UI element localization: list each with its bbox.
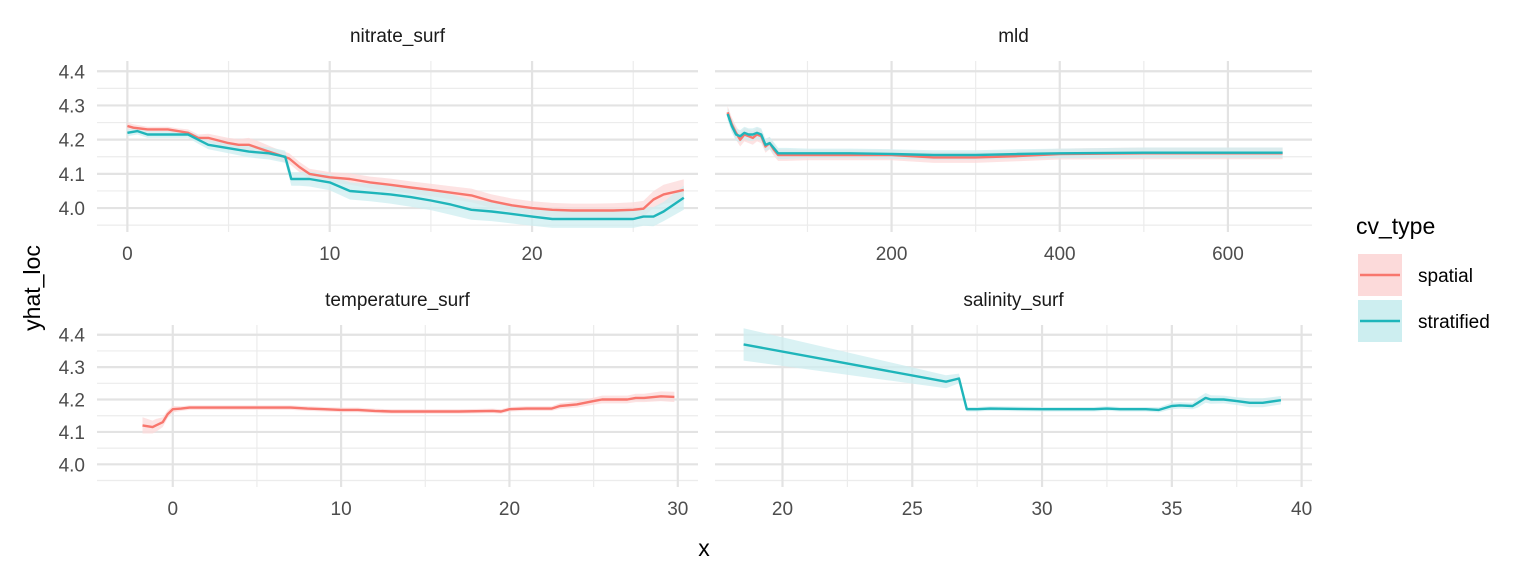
panel-title: salinity_surf bbox=[963, 290, 1064, 311]
y-tick-label: 4.4 bbox=[59, 326, 86, 347]
x-tick-label: 40 bbox=[1291, 499, 1312, 520]
line-stratified bbox=[726, 113, 1283, 157]
legend: cv_type spatial stratified bbox=[1356, 213, 1490, 342]
legend-label: spatial bbox=[1418, 266, 1473, 287]
x-tick-label: 0 bbox=[122, 244, 133, 265]
y-tick-label: 4.1 bbox=[59, 165, 85, 186]
y-tick-label: 4.2 bbox=[59, 131, 85, 152]
line-stratified bbox=[127, 129, 685, 221]
x-tick-label: 400 bbox=[1044, 244, 1076, 265]
line-stratified bbox=[743, 343, 1282, 412]
panel-temperature_surf: temperature_surf 4.0 4.1 4.2 4.3 4.4 0 10 20 30 bbox=[59, 290, 698, 520]
legend-label: stratified bbox=[1418, 312, 1490, 333]
x-tick-label: 10 bbox=[319, 244, 340, 265]
ribbon-stratified bbox=[743, 328, 1281, 413]
legend-item-spatial: spatial bbox=[1358, 254, 1473, 296]
y-axis-title: yhat_loc bbox=[19, 245, 45, 331]
panel-title: temperature_surf bbox=[325, 290, 470, 311]
line-spatial bbox=[726, 111, 1283, 159]
x-tick-label: 200 bbox=[876, 244, 908, 265]
x-tick-label: 20 bbox=[521, 244, 542, 265]
x-tick-label: 20 bbox=[499, 499, 520, 520]
x-tick-label: 30 bbox=[1031, 499, 1052, 520]
legend-item-stratified: stratified bbox=[1358, 300, 1490, 342]
y-tick-label: 4.4 bbox=[59, 62, 86, 83]
panel-title: mld bbox=[998, 26, 1029, 47]
x-tick-label: 25 bbox=[902, 499, 923, 520]
x-tick-label: 0 bbox=[167, 499, 178, 520]
y-tick-label: 4.3 bbox=[59, 358, 85, 379]
legend-title: cv_type bbox=[1356, 213, 1435, 239]
x-axis-title: x bbox=[698, 535, 710, 561]
panel-title: nitrate_surf bbox=[350, 26, 446, 47]
panel-nitrate_surf: nitrate_surf 4.0 4.1 4.2 4.3 4.4 0 10 20 bbox=[59, 26, 698, 265]
line-spatial bbox=[142, 395, 675, 429]
ribbon-spatial bbox=[127, 122, 684, 218]
y-tick-label: 4.2 bbox=[59, 391, 85, 412]
x-tick-label: 10 bbox=[331, 499, 352, 520]
x-tick-label: 35 bbox=[1161, 499, 1182, 520]
panel-mld: mld 200 400 600 bbox=[715, 26, 1312, 265]
x-tick-label: 600 bbox=[1212, 244, 1244, 265]
y-tick-label: 4.0 bbox=[59, 455, 85, 476]
y-tick-label: 4.0 bbox=[59, 199, 85, 220]
ribbon-stratified bbox=[127, 127, 684, 228]
line-spatial bbox=[127, 124, 685, 212]
x-tick-label: 30 bbox=[667, 499, 688, 520]
panel-salinity_surf: salinity_surf 20 25 30 35 40 bbox=[715, 290, 1312, 520]
y-tick-label: 4.1 bbox=[59, 423, 85, 444]
y-tick-label: 4.3 bbox=[59, 96, 85, 117]
x-tick-label: 20 bbox=[772, 499, 793, 520]
